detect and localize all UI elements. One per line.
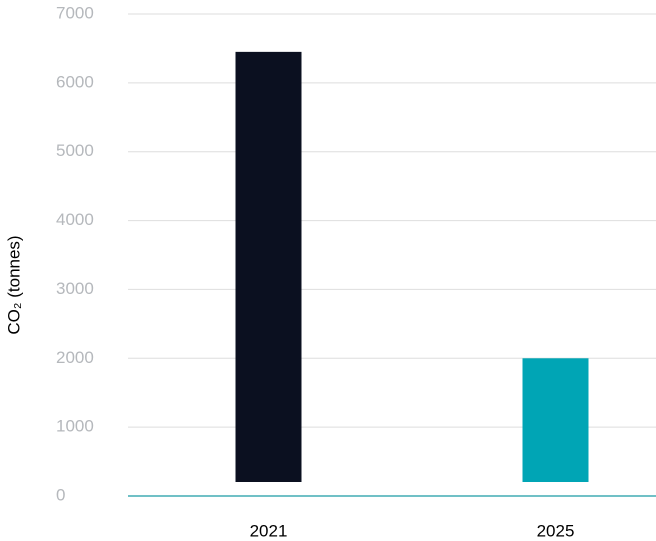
y-tick-label: 5000 xyxy=(56,141,94,160)
y-tick-label: 0 xyxy=(56,485,65,504)
y-tick-label: 2000 xyxy=(56,348,94,367)
bar xyxy=(235,51,302,482)
y-tick-label: 7000 xyxy=(56,3,94,22)
x-tick-label: 2021 xyxy=(250,521,288,540)
y-tick-label: 1000 xyxy=(56,417,94,436)
y-tick-label: 6000 xyxy=(56,72,94,91)
bar xyxy=(522,358,589,482)
y-tick-label: 3000 xyxy=(56,279,94,298)
x-tick-label: 2025 xyxy=(537,521,575,540)
y-tick-label: 4000 xyxy=(56,210,94,229)
y-axis-label: CO₂ (tonnes) xyxy=(4,235,23,334)
